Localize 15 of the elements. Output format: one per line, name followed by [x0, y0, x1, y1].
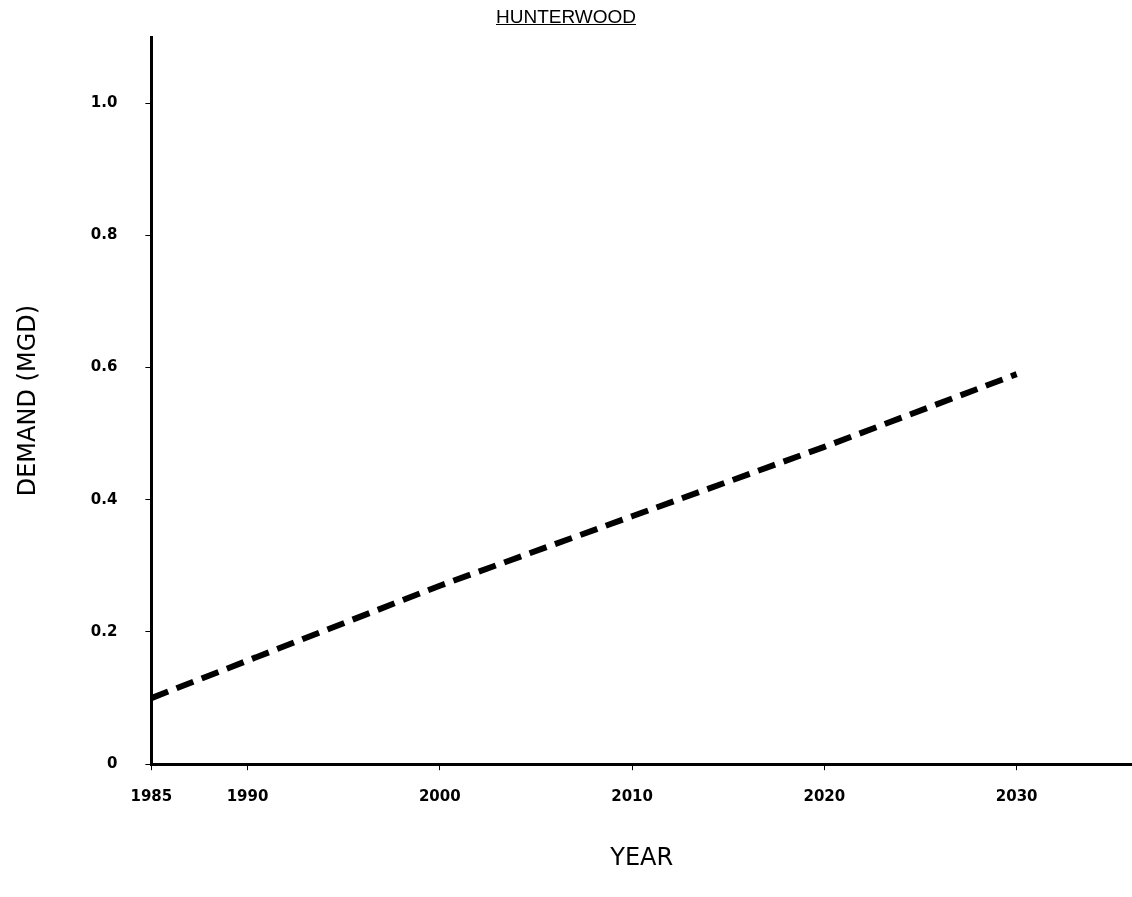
x-axis-title: YEAR [609, 842, 674, 871]
y-tick-label: 0.4 [90, 489, 118, 508]
y-tick-label: 0.8 [90, 225, 118, 244]
x-tick-label: 2030 [995, 787, 1038, 806]
x-tick-label: 2020 [803, 787, 846, 806]
y-tick-label: 0.6 [90, 357, 118, 376]
x-tick-label: 1990 [226, 787, 269, 806]
x-tick-label: 2010 [611, 787, 653, 806]
x-tick-label: 1985 [130, 787, 173, 806]
chart-title: HUNTERWOOD [494, 6, 637, 28]
x-tick-label: 2000 [418, 787, 461, 806]
y-tick-label: 1.0 [90, 93, 118, 111]
y-axis-title: DEMAND (MGD) [12, 304, 41, 497]
y-tick-label: 0 [106, 754, 118, 773]
y-tick-label: 0.2 [90, 621, 118, 640]
